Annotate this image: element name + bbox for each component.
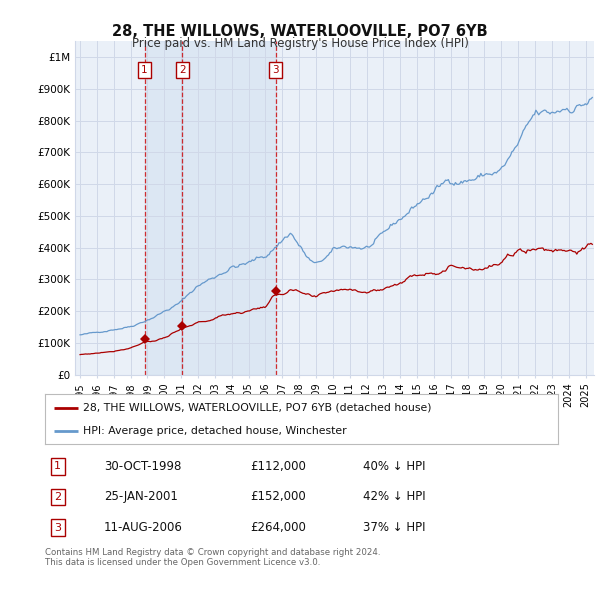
Text: 28, THE WILLOWS, WATERLOOVILLE, PO7 6YB: 28, THE WILLOWS, WATERLOOVILLE, PO7 6YB [112, 24, 488, 38]
Text: 2: 2 [179, 65, 185, 75]
Text: Price paid vs. HM Land Registry's House Price Index (HPI): Price paid vs. HM Land Registry's House … [131, 37, 469, 50]
Bar [182, 41, 275, 375]
Text: HPI: Average price, detached house, Winchester: HPI: Average price, detached house, Winc… [83, 426, 347, 436]
Text: 30-OCT-1998: 30-OCT-1998 [104, 460, 181, 473]
Text: 37% ↓ HPI: 37% ↓ HPI [363, 521, 425, 534]
Text: 25-JAN-2001: 25-JAN-2001 [104, 490, 178, 503]
Text: Contains HM Land Registry data © Crown copyright and database right 2024.
This d: Contains HM Land Registry data © Crown c… [45, 548, 380, 567]
Text: £112,000: £112,000 [250, 460, 306, 473]
Text: 40% ↓ HPI: 40% ↓ HPI [363, 460, 425, 473]
Text: £264,000: £264,000 [250, 521, 306, 534]
Text: 1: 1 [141, 65, 148, 75]
Text: 28, THE WILLOWS, WATERLOOVILLE, PO7 6YB (detached house): 28, THE WILLOWS, WATERLOOVILLE, PO7 6YB … [83, 402, 432, 412]
Text: 3: 3 [272, 65, 279, 75]
Text: £152,000: £152,000 [250, 490, 306, 503]
Text: 42% ↓ HPI: 42% ↓ HPI [363, 490, 425, 503]
Text: 3: 3 [55, 523, 61, 533]
Bar [145, 41, 182, 375]
Text: 1: 1 [55, 461, 61, 471]
Text: 2: 2 [54, 492, 61, 502]
Text: 11-AUG-2006: 11-AUG-2006 [104, 521, 183, 534]
